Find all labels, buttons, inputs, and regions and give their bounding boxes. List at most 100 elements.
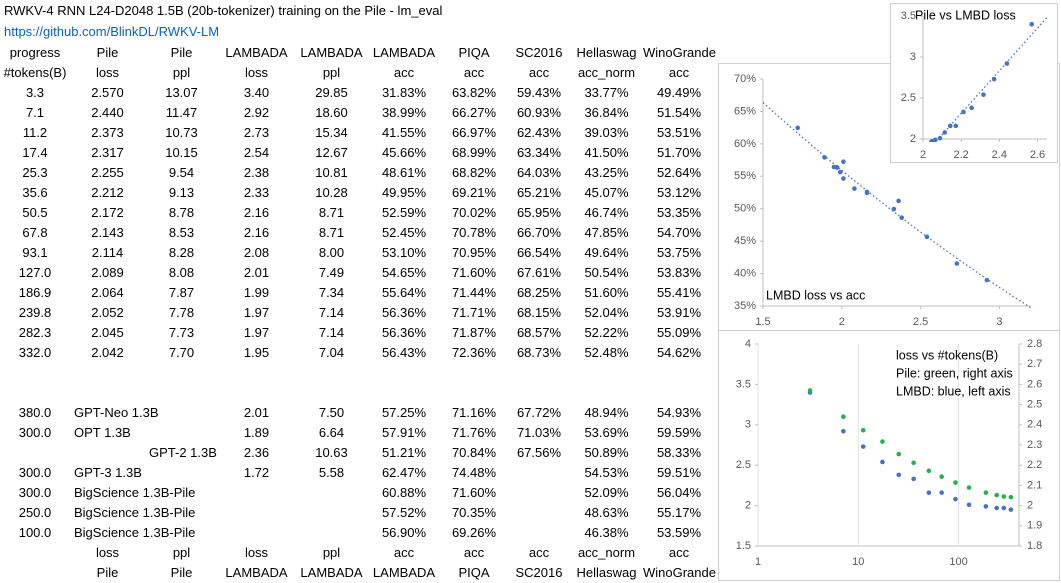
cell: acc	[463, 65, 485, 80]
y-tick-label: 45%	[734, 235, 756, 247]
cell: 2.064	[91, 285, 124, 300]
cell: 1.89	[243, 425, 270, 440]
y2-tick-label: 2.6	[1027, 378, 1042, 390]
cell: 7.14	[318, 305, 345, 320]
cell: 2.212	[91, 185, 124, 200]
cell: 2.01	[243, 265, 270, 280]
cell: 69.21%	[451, 185, 497, 200]
cell: 52.45%	[381, 225, 427, 240]
cell: 74.48%	[451, 465, 497, 480]
cell: 9.13	[168, 185, 195, 200]
y-tick-label: 55%	[734, 170, 756, 182]
cell: Pile	[96, 565, 119, 580]
cell: 8.53	[168, 225, 195, 240]
cell: 51.54%	[656, 105, 702, 120]
point	[864, 190, 870, 196]
point	[924, 234, 930, 240]
point	[928, 140, 934, 142]
cell: 71.16%	[451, 405, 497, 420]
cell: 9.54	[168, 165, 195, 180]
cell: 60.88%	[381, 485, 427, 500]
cell: 1.99	[243, 285, 270, 300]
y2-tick-label: 2.8	[1027, 338, 1042, 350]
chart-title: loss vs #tokens(B)	[896, 348, 998, 362]
cell: 13.07	[165, 85, 198, 100]
cell: LAMBADA	[225, 565, 288, 580]
cell: loss	[244, 65, 269, 80]
point	[983, 490, 989, 495]
cell: 7.14	[318, 325, 345, 340]
cell: 70.78%	[451, 225, 497, 240]
point	[981, 92, 986, 98]
cell: 5.58	[318, 465, 345, 480]
point	[954, 261, 960, 266]
cell: 55.64%	[381, 285, 427, 300]
point	[942, 130, 948, 135]
cell: 57.91%	[381, 425, 427, 440]
x-tick-label: 2	[920, 149, 926, 161]
y2-tick-label: 2	[1027, 500, 1033, 512]
cell: 18.60	[315, 105, 348, 120]
cell: 36.84%	[584, 105, 629, 120]
cell: BigScience 1.3B-Pile	[74, 485, 196, 500]
cell: 52.59%	[381, 205, 427, 220]
cell: 53.91%	[656, 305, 702, 320]
cell: 10.81	[315, 165, 348, 180]
cell: 2.089	[91, 265, 124, 280]
cell: 50.89%	[584, 445, 629, 460]
cell: 71.71%	[451, 305, 497, 320]
cell: 53.59%	[656, 525, 702, 540]
cell: 66.97%	[451, 125, 497, 140]
cell: ppl	[172, 65, 191, 80]
cell: 7.49	[318, 265, 345, 280]
cell: 7.34	[318, 285, 345, 300]
cell: 2.114	[91, 245, 124, 260]
cell: SC2016	[515, 565, 563, 580]
cell: 54.65%	[381, 265, 427, 280]
cell: 53.10%	[381, 245, 427, 260]
x-tick-label: 2.4	[992, 149, 1007, 161]
cell: 68.99%	[451, 145, 497, 160]
cell: 1.97	[243, 325, 270, 340]
cell: progress	[9, 45, 61, 60]
cell: 65.21%	[516, 185, 562, 200]
cell: 72.36%	[451, 345, 497, 360]
cell: 2.38	[243, 165, 270, 180]
cell: acc	[668, 545, 690, 560]
point	[822, 155, 827, 160]
y-tick-label: 3.5	[901, 10, 916, 22]
cell: 51.70%	[656, 145, 702, 160]
point	[953, 496, 958, 502]
point	[831, 164, 837, 170]
y2-tick-label: 2.5	[1027, 399, 1042, 411]
cell: 62.47%	[381, 465, 427, 480]
cell: 66.54%	[516, 245, 562, 260]
cell: 38.99%	[381, 105, 427, 120]
cell: 7.78	[168, 305, 195, 320]
cell: 64.03%	[516, 165, 562, 180]
cell: 67.56%	[516, 445, 562, 460]
y2-tick-label: 2.4	[1027, 419, 1042, 431]
cell: 71.03%	[516, 425, 562, 440]
cell: BigScience 1.3B-Pile	[74, 525, 196, 540]
repo-link[interactable]: https://github.com/BlinkDL/RWKV-LM	[4, 24, 220, 39]
point	[795, 125, 800, 131]
point	[953, 480, 958, 485]
cell: 2.045	[91, 325, 124, 340]
point	[984, 277, 990, 283]
cell: 380.0	[18, 405, 52, 420]
cell: acc_norm	[577, 65, 636, 80]
y-tick-label: 1.5	[736, 540, 751, 552]
cell: 25.3	[22, 165, 48, 180]
cell: 1.72	[243, 465, 270, 480]
cell: ppl	[172, 545, 191, 560]
cell: 2.01	[243, 405, 270, 420]
cell: 7.73	[168, 325, 195, 340]
cell: 8.28	[168, 245, 195, 260]
cell: 60.93%	[516, 105, 562, 120]
point	[1008, 494, 1014, 500]
point	[899, 215, 905, 221]
cell: Pile	[170, 565, 193, 580]
cell: 68.25%	[516, 285, 562, 300]
